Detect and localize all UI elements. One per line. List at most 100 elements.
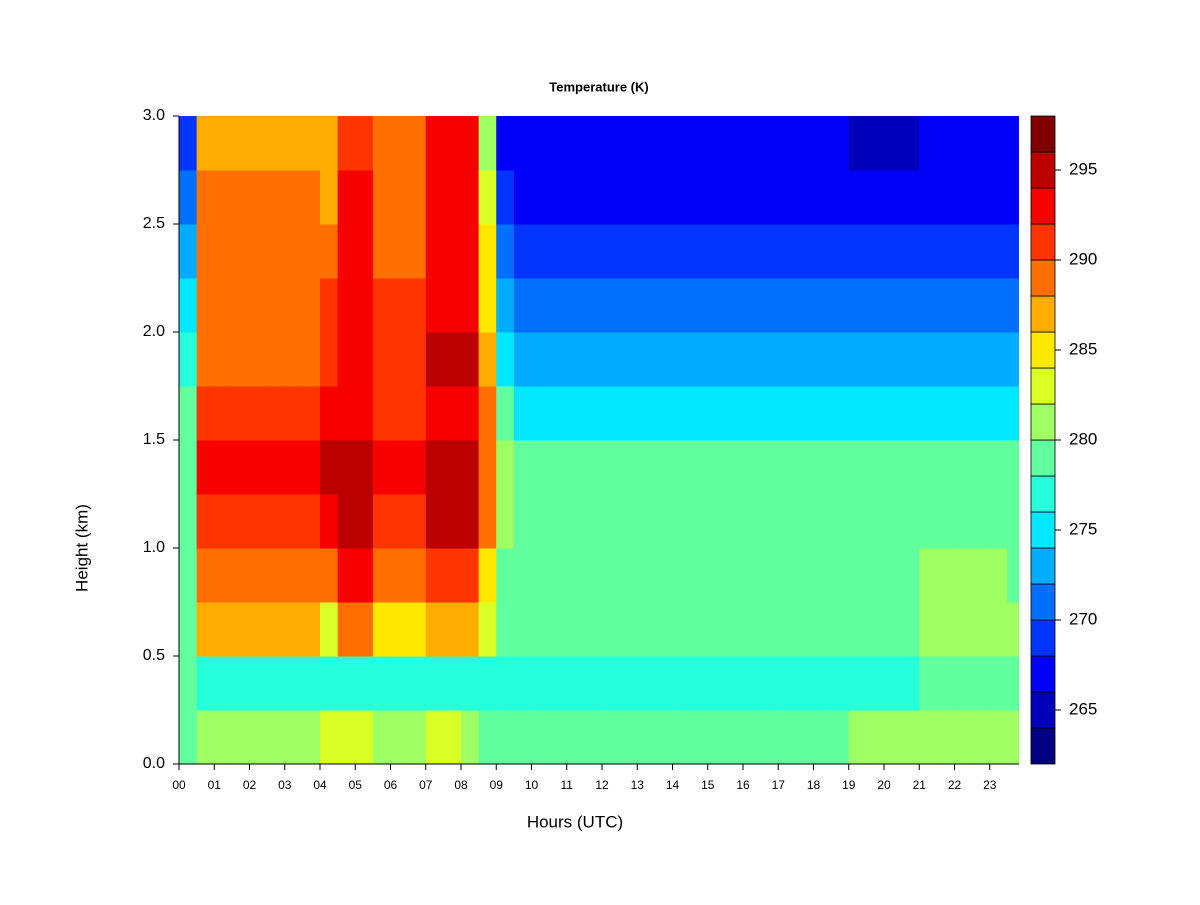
heatmap-cell xyxy=(249,440,268,495)
heatmap-cell xyxy=(813,224,832,279)
heatmap-cell xyxy=(372,332,391,387)
heatmap-cell xyxy=(989,278,1008,333)
colorbar-tick-label: 295 xyxy=(1069,159,1097,178)
heatmap-cell xyxy=(460,602,480,657)
heatmap-cell xyxy=(408,494,427,549)
heatmap-cell xyxy=(319,710,339,764)
heatmap-cell xyxy=(742,386,762,441)
heatmap-cell xyxy=(601,278,621,333)
heatmap-cell xyxy=(513,170,532,225)
heatmap-cell xyxy=(672,710,691,764)
heatmap-cell xyxy=(372,170,391,225)
x-tick-label: 16 xyxy=(736,778,750,792)
heatmap-cell xyxy=(1007,656,1019,711)
heatmap-cell xyxy=(249,710,268,764)
heatmap-cell xyxy=(390,656,409,711)
heatmap-cell xyxy=(901,386,920,441)
heatmap-cell xyxy=(496,602,515,657)
heatmap-cell xyxy=(267,278,286,333)
heatmap-cell xyxy=(654,170,673,225)
heatmap-cell xyxy=(1007,170,1019,225)
heatmap-cell xyxy=(795,548,814,603)
colorbar-band xyxy=(1030,547,1056,585)
heatmap-cell xyxy=(601,710,621,764)
heatmap-cell xyxy=(355,494,374,549)
heatmap-cell xyxy=(231,710,250,764)
heatmap-cell xyxy=(496,278,515,333)
heatmap-cell xyxy=(214,278,233,333)
heatmap-cell xyxy=(760,224,779,279)
heatmap-cell xyxy=(831,494,850,549)
x-tick-label: 04 xyxy=(313,778,327,792)
heatmap-cell xyxy=(866,278,885,333)
heatmap-cell xyxy=(654,548,673,603)
heatmap-cell xyxy=(637,494,656,549)
heatmap-cell xyxy=(795,440,814,495)
heatmap-cell xyxy=(672,602,691,657)
heatmap-cell xyxy=(337,602,356,657)
heatmap-cell xyxy=(267,116,286,171)
heatmap-cell xyxy=(725,224,744,279)
heatmap-cell xyxy=(795,116,814,171)
heatmap-cell xyxy=(372,548,391,603)
heatmap-cell xyxy=(408,440,427,495)
heatmap-cell xyxy=(795,170,814,225)
y-axis-label: Height (km) xyxy=(72,504,91,592)
heatmap-cell xyxy=(584,386,603,441)
heatmap-cell xyxy=(496,116,515,171)
heatmap-cell xyxy=(372,440,391,495)
y-tick-label: 3.0 xyxy=(143,107,165,124)
heatmap-cell xyxy=(584,656,603,711)
heatmap-cell xyxy=(460,656,480,711)
heatmap-cell xyxy=(936,224,955,279)
heatmap-cell xyxy=(302,710,321,764)
heatmap-cell xyxy=(319,548,339,603)
heatmap-cell xyxy=(231,440,250,495)
heatmap-cell xyxy=(460,116,480,171)
heatmap-cell xyxy=(196,278,215,333)
heatmap-cell xyxy=(566,386,585,441)
heatmap-cell xyxy=(425,710,444,764)
x-tick-label: 21 xyxy=(913,778,927,792)
heatmap-cell xyxy=(637,278,656,333)
heatmap-cell xyxy=(883,116,903,171)
heatmap-cell xyxy=(408,656,427,711)
heatmap-cell xyxy=(954,332,973,387)
heatmap-cell xyxy=(936,602,955,657)
heatmap-cell xyxy=(601,548,621,603)
heatmap-cell xyxy=(443,278,462,333)
heatmap-cell xyxy=(601,116,621,171)
heatmap-cell xyxy=(425,116,444,171)
heatmap-cell xyxy=(566,224,585,279)
heatmap-cell xyxy=(619,548,638,603)
heatmap-cell xyxy=(972,440,991,495)
heatmap-cell xyxy=(355,116,374,171)
heatmap-cell xyxy=(214,170,233,225)
heatmap-cell xyxy=(707,170,726,225)
heatmap-cell xyxy=(919,170,938,225)
heatmap-cell xyxy=(760,494,779,549)
colorbar-band xyxy=(1030,619,1056,657)
x-tick-label: 05 xyxy=(349,778,363,792)
colorbar-band xyxy=(1030,115,1056,153)
heatmap-cell xyxy=(337,440,356,495)
x-tick-label: 18 xyxy=(807,778,821,792)
heatmap-cell xyxy=(725,548,744,603)
heatmap-cell xyxy=(972,710,991,764)
heatmap-cell xyxy=(778,224,797,279)
heatmap-cell xyxy=(848,656,867,711)
heatmap-cell xyxy=(690,116,709,171)
heatmap-cell xyxy=(231,278,250,333)
heatmap-cell xyxy=(196,548,215,603)
heatmap-cell xyxy=(355,602,374,657)
heatmap-cell xyxy=(637,710,656,764)
heatmap-cell xyxy=(179,494,198,549)
heatmap-cell xyxy=(813,116,832,171)
heatmap-cell xyxy=(549,602,568,657)
heatmap-cell xyxy=(319,116,339,171)
heatmap-cell xyxy=(989,116,1008,171)
heatmap-cell xyxy=(196,170,215,225)
heatmap-cell xyxy=(742,710,762,764)
heatmap-cell xyxy=(901,116,920,171)
heatmap-cell xyxy=(267,548,286,603)
